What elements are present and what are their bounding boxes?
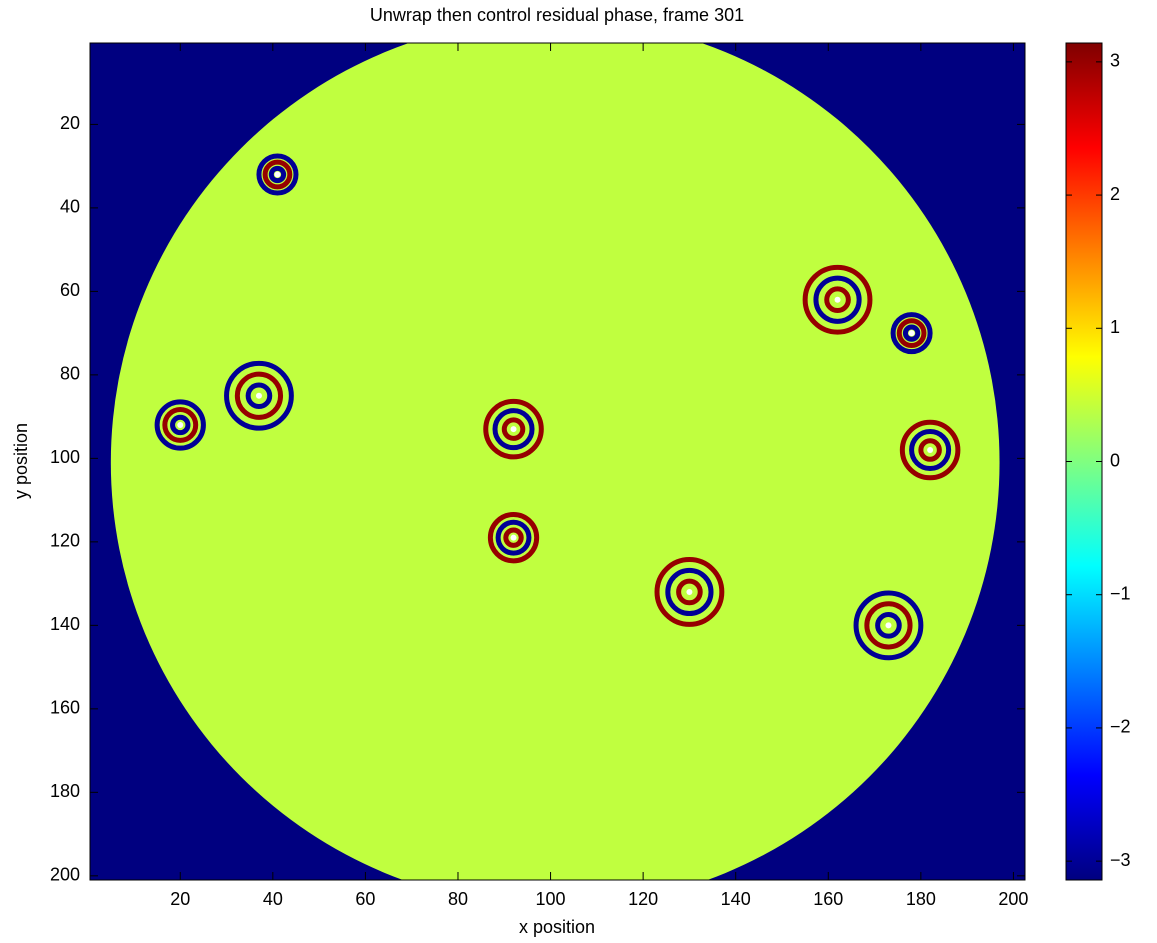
ring-band [487,512,540,564]
ring-center [686,588,693,595]
ring-band [890,312,933,355]
ring-band [162,407,199,443]
x-axis-label: x position [519,917,595,937]
ring-center [927,447,934,454]
colorbar-tick-label: −2 [1110,717,1131,737]
x-tick-label: 200 [998,889,1028,909]
ring-center [510,534,517,541]
ring-band [492,408,535,451]
y-tick-label: 60 [60,280,80,300]
ring-band [224,360,294,431]
ring-band [262,159,293,190]
ring [890,312,933,355]
ring-band [896,318,927,348]
ring-band [875,612,902,639]
chart-title: Unwrap then control residual phase, fram… [370,5,744,25]
ring-band [676,578,703,606]
colorbar-tick-label: −1 [1110,583,1131,603]
ring [487,512,540,564]
x-tick-label: 180 [906,889,936,909]
ring-band [665,567,714,617]
ring-band [268,165,287,184]
x-tick-label: 80 [448,889,468,909]
ring-band [853,590,924,661]
ring-band [256,153,299,196]
ring-band [899,419,961,481]
colorbar-tick-label: 2 [1110,184,1120,204]
ring-band [501,417,526,441]
ring-band [495,519,532,556]
ring [483,398,544,460]
ring-band [234,371,284,420]
y-tick-label: 160 [50,698,80,718]
ring-center [255,392,262,399]
y-tick-label: 140 [50,614,80,634]
ring-band [864,601,913,650]
ring [154,399,206,451]
y-axis-label: y position [11,423,31,499]
ring-center [885,622,892,629]
y-tick-label: 100 [50,447,80,467]
plot-area [90,43,1025,880]
ring [802,264,873,335]
y-tick-label: 80 [60,364,80,384]
colorbar-tick-label: 1 [1110,317,1120,337]
colorbar-tick-label: −3 [1110,850,1131,870]
x-tick-label: 20 [170,889,190,909]
ring-band [654,557,725,627]
ring-band [902,324,921,342]
x-tick-label: 120 [628,889,658,909]
ring [899,419,961,481]
ring-band [918,438,942,462]
disk [110,43,1000,880]
y-tick-label: 180 [50,781,80,801]
colorbar-tick-label: 0 [1110,450,1120,470]
ring-band [802,264,873,335]
y-tick-label: 200 [50,865,80,885]
ring-center [510,426,517,433]
ring-band [909,429,952,472]
ring-band [813,275,862,324]
x-tick-label: 40 [263,889,283,909]
ring-band [483,398,544,460]
plot-frame [89,42,1026,881]
x-tick-label: 160 [813,889,843,909]
ring-band [503,527,524,548]
y-tick-label: 20 [60,113,80,133]
y-tick-label: 40 [60,197,80,217]
x-tick-label: 140 [721,889,751,909]
colorbar-tick-label: 3 [1110,51,1120,71]
ring [224,360,294,431]
ring [853,590,924,661]
ring-center [834,296,841,303]
ring-band [170,414,191,436]
y-tick-label: 120 [50,531,80,551]
x-tick-label: 100 [536,889,566,909]
ring-band [824,286,851,314]
ring [654,557,725,627]
ring-band [245,382,273,410]
ring-center [908,330,915,337]
x-tick-label: 60 [355,889,375,909]
ring-center [274,171,281,178]
ring-band [154,399,206,451]
ring-center [177,421,184,428]
ring [256,153,299,196]
